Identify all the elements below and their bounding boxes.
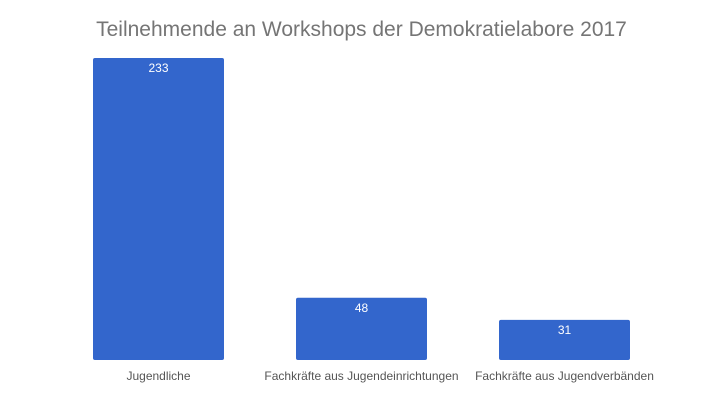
chart-title: Teilnehmende an Workshops der Demokratie… <box>96 18 627 41</box>
bar-0[interactable] <box>93 58 224 360</box>
category-label-0: Jugendliche <box>126 369 190 383</box>
bar-1[interactable] <box>296 297 427 360</box>
category-labels-layer: Jugendliche Fachkräfte aus Jugendeinricht… <box>126 369 653 383</box>
data-label-0: 233 <box>148 61 168 75</box>
category-label-1: Fachkräfte aus Jugendeinrichtungen <box>264 369 458 383</box>
data-labels-layer: 233 48 31 <box>148 61 571 337</box>
data-label-2: 31 <box>558 323 572 337</box>
category-label-2: Fachkräfte aus Jugendverbänden <box>475 369 654 383</box>
data-label-1: 48 <box>355 301 369 315</box>
bar-2[interactable] <box>499 319 630 360</box>
bars-layer <box>93 58 630 360</box>
